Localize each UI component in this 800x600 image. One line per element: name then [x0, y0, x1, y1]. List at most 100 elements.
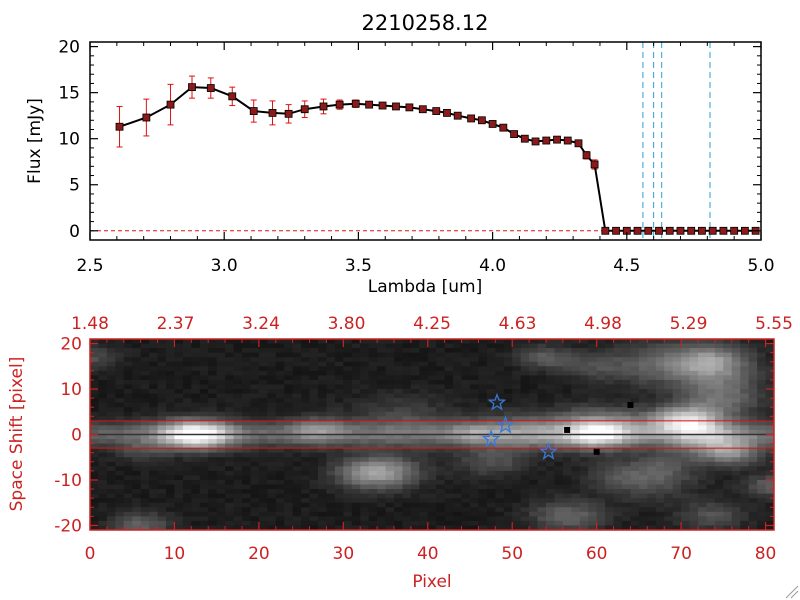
- image-cell: [225, 357, 235, 363]
- image-cell: [436, 366, 446, 372]
- image-cell: [419, 416, 429, 422]
- image-cell: [267, 339, 277, 345]
- image-cell: [622, 393, 632, 399]
- image-cell: [275, 348, 285, 354]
- image-cell: [596, 411, 606, 417]
- image-cell: [98, 489, 108, 495]
- image-cell: [436, 439, 446, 445]
- image-cell: [301, 434, 311, 440]
- image-cell: [326, 502, 336, 508]
- image-cell: [495, 470, 505, 477]
- image-cell: [368, 389, 378, 395]
- image-cell: [318, 402, 328, 408]
- image-cell: [740, 352, 750, 358]
- image-cell: [174, 339, 184, 345]
- image-cell: [723, 493, 733, 499]
- image-cell: [495, 416, 505, 422]
- image-cell: [486, 402, 496, 408]
- image-cell: [672, 416, 682, 422]
- image-cell: [436, 475, 446, 481]
- image-cell: [461, 407, 471, 413]
- image-cell: [309, 448, 319, 454]
- image-cell: [529, 384, 539, 390]
- image-cell: [394, 475, 404, 481]
- image-cell: [529, 502, 539, 508]
- image-cell: [402, 420, 412, 427]
- image-cell: [166, 493, 176, 499]
- image-cell: [216, 379, 226, 386]
- image-cell: [731, 434, 741, 440]
- image-cell: [368, 457, 378, 463]
- image-cell: [714, 525, 724, 530]
- image-cell: [605, 420, 615, 427]
- image-cell: [402, 511, 412, 517]
- image-cell: [529, 407, 539, 413]
- image-cell: [233, 470, 243, 477]
- image-cell: [258, 439, 268, 445]
- spectral-image-ticks: [89, 339, 774, 530]
- resize-grip-icon[interactable]: [785, 585, 799, 599]
- image-cell: [613, 448, 623, 454]
- image-cell: [681, 384, 691, 390]
- image-cell: [199, 411, 209, 417]
- image-cell: [309, 361, 319, 367]
- image-cell: [301, 429, 311, 436]
- image-cell: [689, 434, 699, 440]
- image-cell: [149, 489, 159, 495]
- image-cell: [385, 348, 395, 354]
- image-cell: [326, 416, 336, 422]
- image-cell: [258, 379, 268, 386]
- top-tick-label-7: 5.29: [670, 314, 708, 334]
- image-cell: [520, 475, 530, 481]
- image-cell: [579, 339, 589, 345]
- image-cell: [681, 502, 691, 508]
- image-cell: [698, 448, 708, 454]
- image-cell: [385, 484, 395, 490]
- image-cell: [613, 339, 623, 345]
- image-cell: [495, 429, 505, 436]
- image-cell: [318, 352, 328, 358]
- image-cell: [765, 352, 774, 358]
- image-cell: [182, 384, 192, 390]
- image-cell: [106, 389, 116, 395]
- image-cell: [377, 439, 387, 445]
- image-cell: [672, 479, 682, 486]
- image-cell: [588, 502, 598, 508]
- image-cell: [723, 393, 733, 399]
- image-cell: [132, 466, 142, 472]
- image-cell: [706, 461, 716, 467]
- image-cell: [275, 475, 285, 481]
- image-cell: [351, 452, 361, 458]
- image-cell: [630, 439, 640, 445]
- image-cell: [275, 379, 285, 386]
- image-cell: [655, 516, 665, 522]
- image-cell: [410, 439, 420, 445]
- image-cell: [427, 375, 437, 381]
- image-cell: [571, 425, 581, 431]
- image-cell: [486, 361, 496, 367]
- image-cell: [410, 420, 420, 427]
- image-cell: [647, 343, 657, 349]
- image-cell: [571, 461, 581, 467]
- image-cell: [740, 466, 750, 472]
- image-cell: [351, 516, 361, 522]
- image-cell: [90, 402, 100, 408]
- image-cell: [461, 511, 471, 517]
- image-cell: [351, 448, 361, 454]
- data-point-29: [553, 135, 561, 144]
- image-cell: [453, 507, 463, 513]
- image-cell: [723, 375, 733, 381]
- image-cell: [698, 379, 708, 386]
- image-cell: [157, 384, 167, 390]
- image-cell: [292, 411, 302, 417]
- image-cell: [284, 429, 294, 436]
- image-cell: [714, 489, 724, 495]
- image-cell: [149, 479, 159, 486]
- image-cell: [368, 516, 378, 522]
- image-cell: [698, 393, 708, 399]
- image-cell: [292, 352, 302, 358]
- image-cell: [166, 407, 176, 413]
- image-cell: [267, 452, 277, 458]
- image-cell: [343, 452, 353, 458]
- image-cell: [250, 466, 260, 472]
